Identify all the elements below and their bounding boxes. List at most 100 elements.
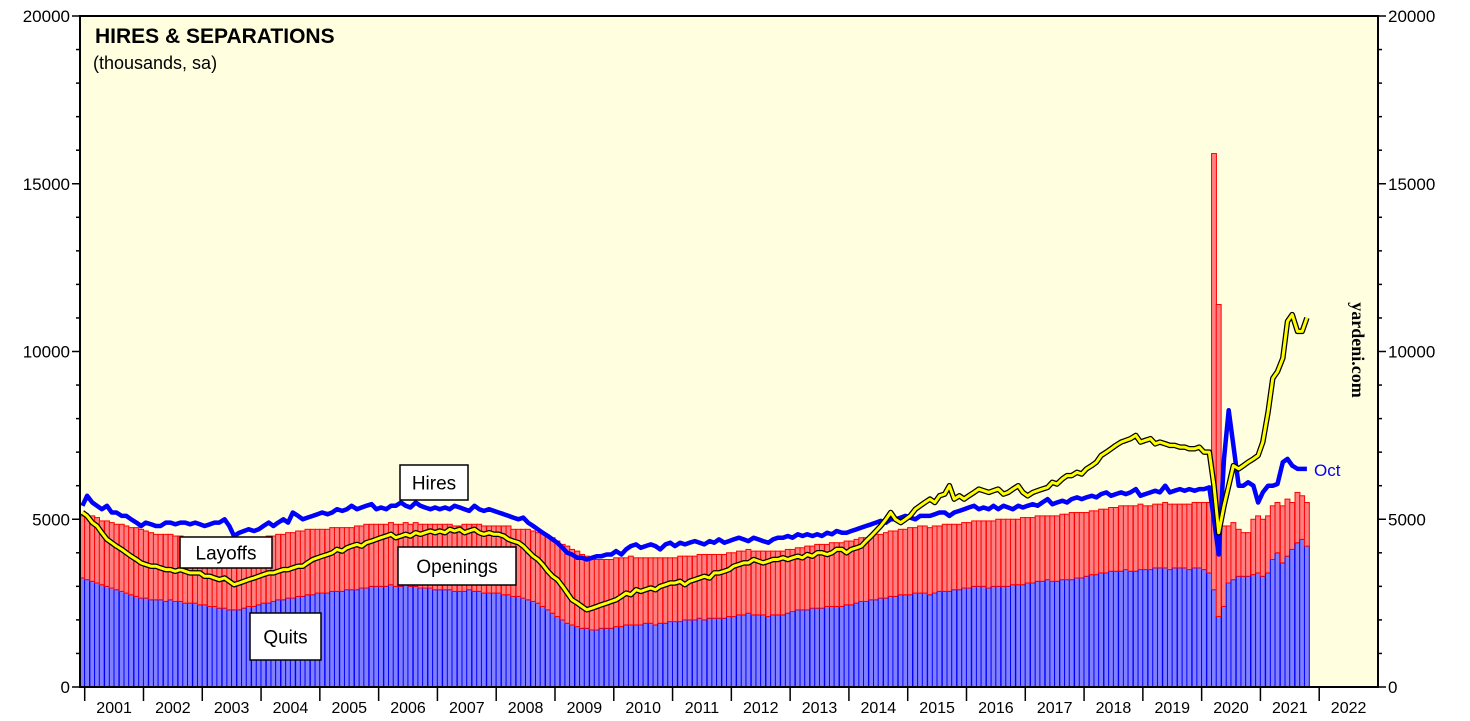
bar bbox=[339, 590, 346, 688]
bar bbox=[1118, 505, 1125, 572]
x-tick-label: 2009 bbox=[567, 700, 603, 717]
bar bbox=[476, 590, 483, 688]
bar bbox=[696, 553, 703, 619]
bar bbox=[686, 555, 693, 621]
y-tick-label: 5000 bbox=[32, 510, 70, 529]
bar bbox=[730, 552, 737, 618]
x-tick-label: 2022 bbox=[1331, 700, 1367, 717]
bar bbox=[574, 626, 581, 688]
bar bbox=[398, 585, 404, 688]
bar bbox=[118, 590, 125, 688]
bar bbox=[1181, 503, 1188, 569]
bar bbox=[123, 592, 130, 688]
bar bbox=[770, 614, 777, 688]
bar bbox=[1074, 577, 1080, 688]
label-box bbox=[397, 546, 517, 586]
bar bbox=[108, 522, 115, 589]
bar bbox=[569, 624, 575, 688]
bar bbox=[216, 607, 223, 688]
source: yardeni.com bbox=[1348, 302, 1368, 397]
bar bbox=[1152, 503, 1159, 569]
bar bbox=[1303, 545, 1310, 688]
bar bbox=[1284, 498, 1291, 557]
bar bbox=[657, 622, 664, 688]
bar bbox=[1171, 503, 1178, 569]
bar bbox=[667, 621, 674, 688]
y2-tick-label: 15000 bbox=[1388, 175, 1435, 194]
bar bbox=[113, 589, 120, 688]
bar bbox=[1127, 505, 1134, 572]
bar bbox=[1225, 582, 1232, 688]
bar bbox=[824, 605, 831, 688]
y2-tick-label: 0 bbox=[1388, 678, 1397, 697]
bar bbox=[275, 533, 282, 601]
bar bbox=[897, 594, 904, 688]
bar bbox=[466, 589, 473, 688]
bar bbox=[1132, 570, 1139, 688]
bar bbox=[363, 523, 370, 589]
bar bbox=[343, 589, 350, 688]
bar bbox=[1245, 532, 1252, 577]
bar bbox=[1112, 507, 1119, 572]
x-tick-label: 2021 bbox=[1272, 700, 1308, 717]
bar bbox=[593, 629, 600, 688]
bar bbox=[774, 614, 781, 688]
bar bbox=[706, 553, 713, 619]
bar bbox=[123, 525, 130, 594]
bar bbox=[324, 528, 331, 594]
bar bbox=[373, 523, 380, 587]
bar bbox=[108, 587, 115, 688]
bar bbox=[152, 599, 159, 688]
x-tick-label: 2016 bbox=[978, 700, 1014, 717]
bar bbox=[1152, 567, 1159, 688]
bar bbox=[520, 597, 527, 688]
bar bbox=[716, 553, 722, 619]
bar bbox=[736, 614, 742, 688]
bar bbox=[564, 622, 571, 688]
bar bbox=[613, 626, 620, 688]
bar bbox=[907, 527, 914, 596]
bar bbox=[1206, 572, 1213, 688]
bar bbox=[917, 592, 924, 688]
bar bbox=[667, 557, 674, 623]
bar bbox=[461, 590, 468, 688]
y2-tick-label: 5000 bbox=[1388, 510, 1426, 529]
bar bbox=[1230, 579, 1237, 688]
bar bbox=[863, 600, 869, 688]
bar bbox=[1279, 562, 1286, 688]
bar bbox=[750, 614, 757, 688]
x-tick-label: 2001 bbox=[96, 700, 132, 717]
bar bbox=[84, 515, 91, 581]
bar bbox=[353, 525, 360, 591]
x-tick-label: 2011 bbox=[685, 700, 720, 717]
bar bbox=[1166, 569, 1173, 688]
series-label: Hires bbox=[412, 474, 456, 495]
bar bbox=[1083, 512, 1090, 577]
bar bbox=[1009, 584, 1016, 688]
bar bbox=[818, 607, 825, 688]
bar bbox=[608, 627, 615, 688]
x-tick-label: 2020 bbox=[1213, 700, 1249, 717]
bar bbox=[887, 595, 894, 688]
x-tick-label: 2019 bbox=[1154, 700, 1190, 717]
bar bbox=[1005, 585, 1012, 688]
bar bbox=[716, 617, 722, 688]
bar bbox=[931, 592, 938, 688]
bar bbox=[510, 595, 517, 688]
x-tick-label: 2014 bbox=[861, 700, 897, 717]
bar bbox=[1181, 567, 1188, 688]
bar bbox=[662, 622, 669, 688]
chart-subtitle: (thousands, sa) bbox=[93, 53, 217, 73]
bar bbox=[1078, 512, 1085, 579]
bar bbox=[1142, 505, 1149, 571]
bar bbox=[892, 530, 899, 597]
bar bbox=[681, 619, 688, 688]
bar bbox=[1029, 582, 1036, 688]
bar bbox=[828, 605, 835, 688]
bar bbox=[1127, 570, 1134, 688]
bar bbox=[515, 595, 522, 688]
bar bbox=[333, 527, 340, 592]
bar bbox=[892, 595, 899, 688]
bar bbox=[853, 602, 860, 688]
bar bbox=[201, 604, 208, 688]
